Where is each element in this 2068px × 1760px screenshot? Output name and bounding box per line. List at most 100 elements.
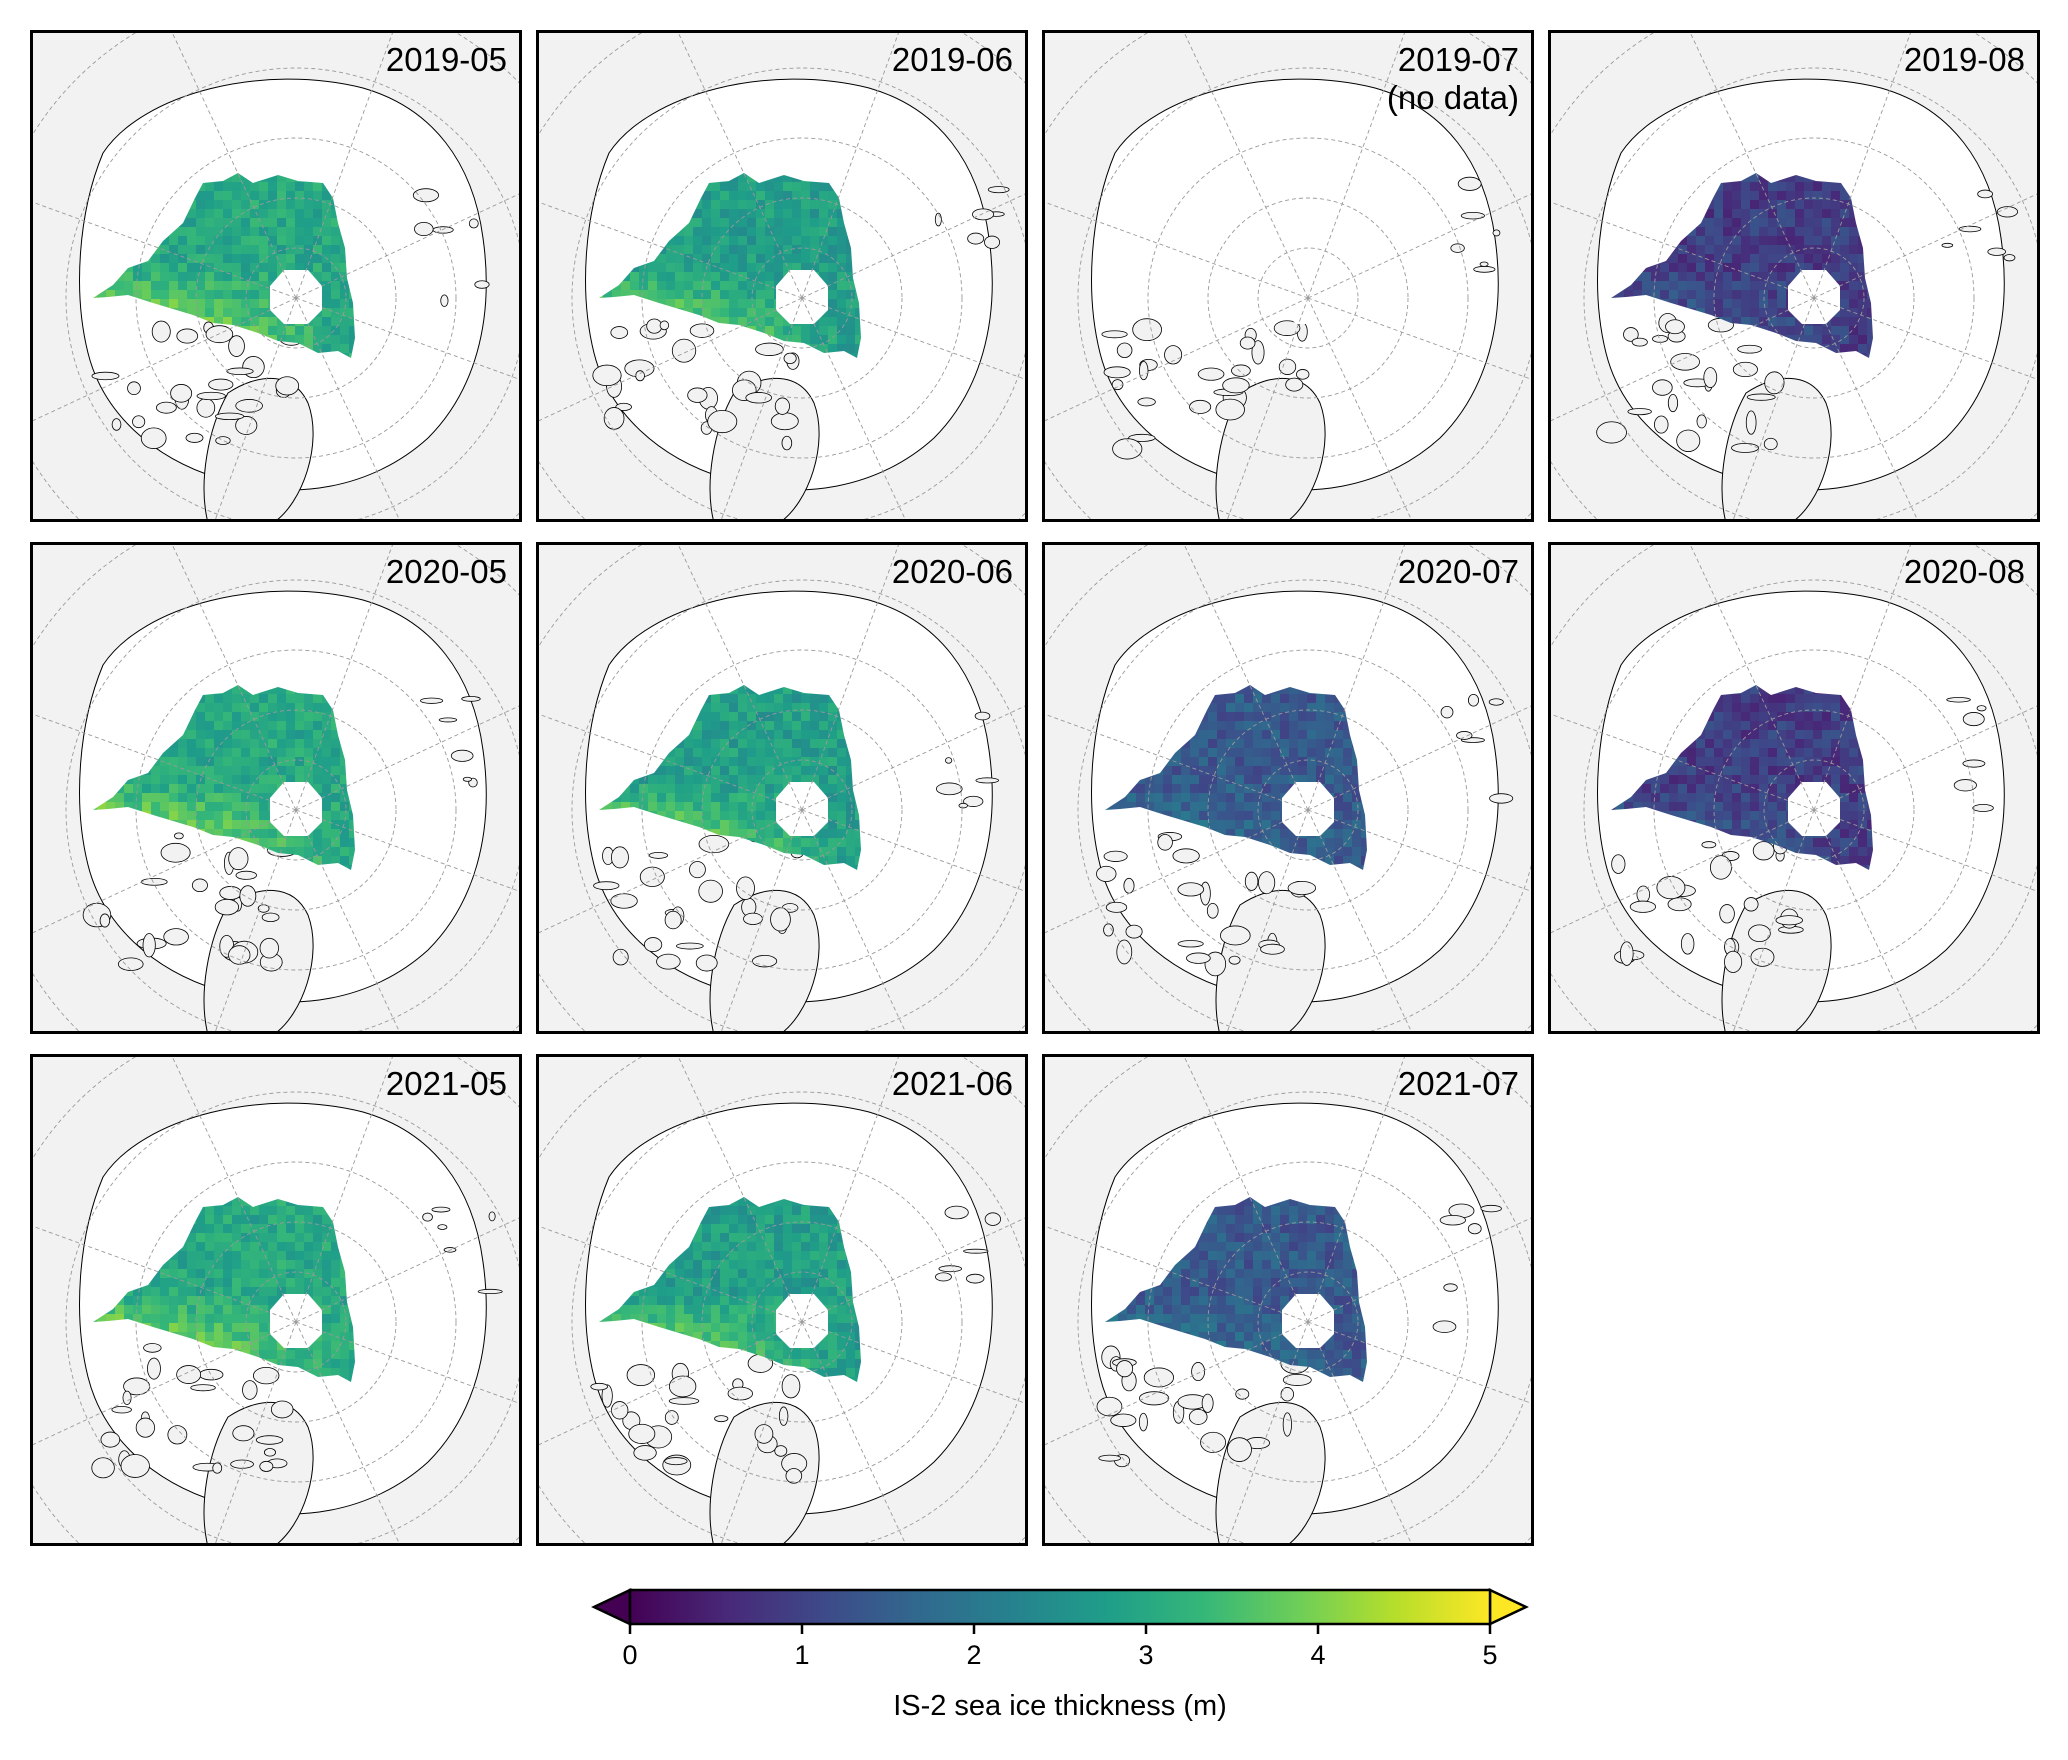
ice-cell (756, 236, 765, 245)
ice-cell (1352, 775, 1361, 784)
ice-cell (819, 254, 828, 263)
ice-cell (729, 263, 738, 272)
island-outline (191, 878, 208, 893)
ice-cell (711, 227, 720, 236)
ice-cell (1235, 757, 1244, 766)
ice-cell (1307, 739, 1316, 748)
ice-cell (1289, 712, 1298, 721)
ice-cell (1343, 757, 1352, 766)
ice-cell (828, 335, 837, 344)
island-outline (615, 402, 632, 412)
island-outline (1953, 779, 1977, 792)
ice-cell (232, 811, 241, 820)
ice-cell (1750, 209, 1759, 218)
ice-cell (1307, 748, 1316, 757)
ice-cell (322, 721, 331, 730)
ice-cell (1759, 317, 1768, 326)
ice-cell (250, 227, 259, 236)
ice-cell (259, 200, 268, 209)
ice-cell (1750, 730, 1759, 739)
ice-cell (241, 703, 250, 712)
ice-cell (250, 730, 259, 739)
island-outline (593, 881, 620, 891)
ice-cell (169, 263, 178, 272)
island-outline (770, 907, 791, 932)
ice-cell (1858, 335, 1867, 344)
ice-cell (205, 811, 214, 820)
ice-cell (151, 766, 160, 775)
ice-cell (1705, 793, 1714, 802)
island-outline (643, 937, 663, 953)
map-panel: 2019-06 (536, 30, 1028, 522)
ice-cell (684, 766, 693, 775)
ice-cell (774, 739, 783, 748)
ice-cell (1768, 263, 1777, 272)
ice-cell (1759, 757, 1768, 766)
ice-cell (720, 227, 729, 236)
ice-cell (295, 739, 304, 748)
ice-cell (1777, 703, 1786, 712)
ice-cell (1741, 703, 1750, 712)
ice-cell (223, 703, 232, 712)
ice-cell (729, 308, 738, 317)
ice-cell (1714, 748, 1723, 757)
ice-cell (1244, 748, 1253, 757)
ice-cell (828, 236, 837, 245)
ice-cell (720, 766, 729, 775)
island-outline (743, 912, 763, 925)
ice-cell (223, 200, 232, 209)
ice-cell (1768, 308, 1777, 317)
island-outline (1222, 377, 1250, 394)
ice-cell (313, 784, 322, 793)
ice-cell (765, 694, 774, 703)
ice-cell (1858, 254, 1867, 263)
ice-cell (250, 272, 259, 281)
ice-cell (259, 730, 268, 739)
ice-cell (1822, 838, 1831, 847)
ice-cell (1831, 344, 1840, 353)
ice-cell (702, 218, 711, 227)
ice-cell (1786, 218, 1795, 227)
ice-cell (196, 721, 205, 730)
ice-cell (250, 721, 259, 730)
ice-cell (1804, 703, 1813, 712)
ice-cell (603, 290, 612, 299)
ice-cell (322, 299, 331, 308)
ice-cell (1804, 694, 1813, 703)
ice-cell (1723, 263, 1732, 272)
ice-cell (250, 254, 259, 263)
ice-cell (1289, 739, 1298, 748)
ice-cell (738, 712, 747, 721)
ice-cell (1705, 784, 1714, 793)
ice-cell (1768, 317, 1777, 326)
ice-cell (711, 317, 720, 326)
ice-cell (729, 766, 738, 775)
ice-cell (702, 254, 711, 263)
ice-cell (187, 290, 196, 299)
ice-cell (1804, 721, 1813, 730)
ice-cell (693, 730, 702, 739)
ice-cell (1280, 712, 1289, 721)
ice-cell (295, 703, 304, 712)
island-outline (228, 847, 249, 871)
ice-cell (340, 820, 349, 829)
ice-cell (1741, 281, 1750, 290)
island-outline (1239, 336, 1256, 350)
ice-cell (738, 191, 747, 200)
ice-cell (1343, 829, 1352, 838)
ice-cell (1831, 326, 1840, 335)
ice-cell (747, 820, 756, 829)
ice-cell (747, 245, 756, 254)
ice-cell (187, 730, 196, 739)
ice-cell (729, 236, 738, 245)
ice-cell (250, 766, 259, 775)
ice-cell (169, 299, 178, 308)
ice-cell (1660, 802, 1669, 811)
ice-cell (1705, 227, 1714, 236)
ice-cell (738, 730, 747, 739)
ice-cell (1660, 272, 1669, 281)
ice-cell (1813, 712, 1822, 721)
ice-cell (169, 272, 178, 281)
ice-cell (1849, 793, 1858, 802)
ice-cell (747, 272, 756, 281)
